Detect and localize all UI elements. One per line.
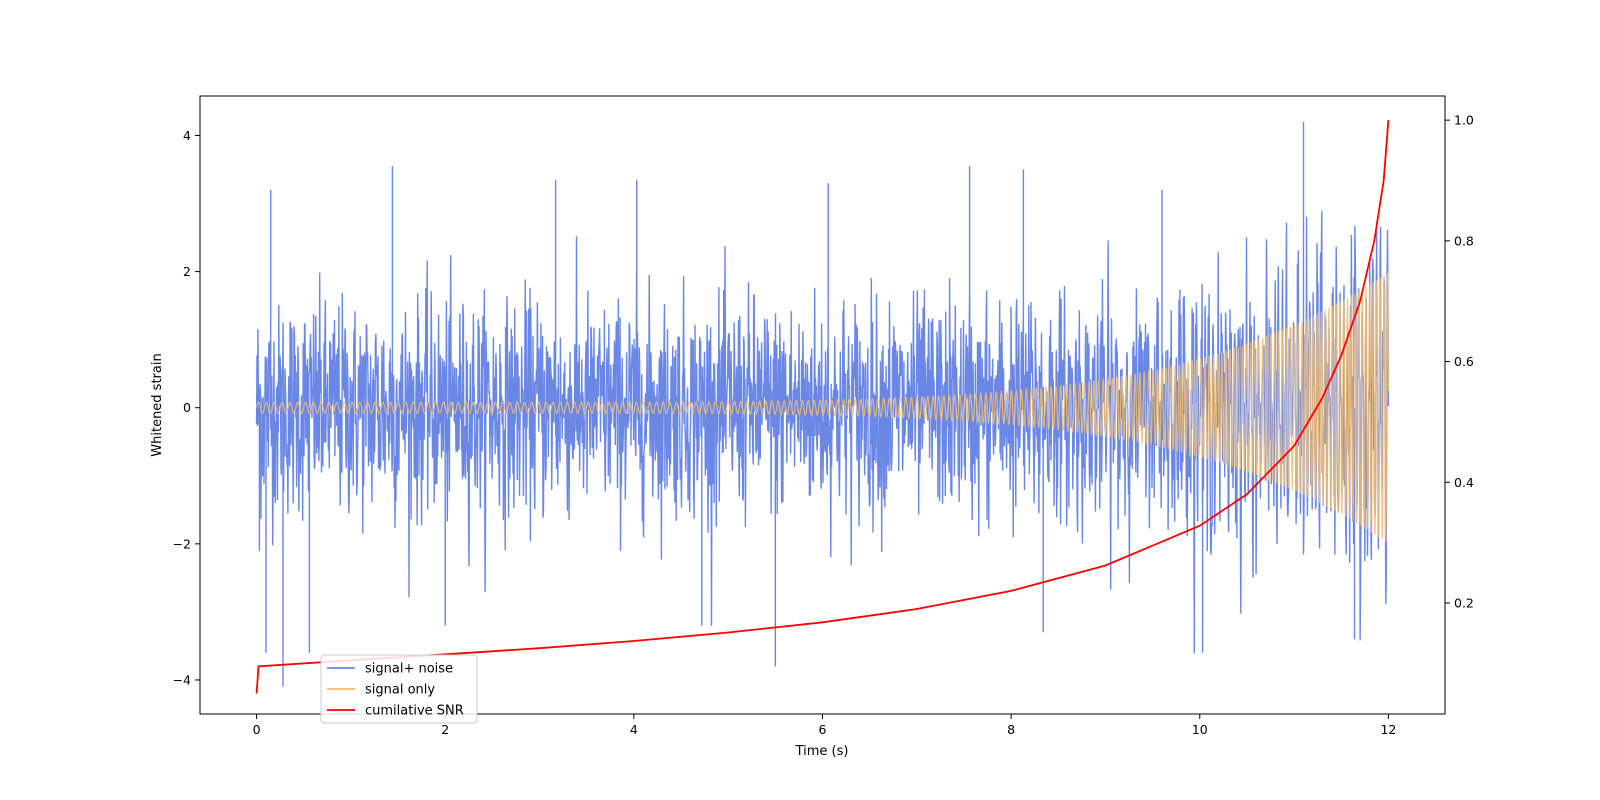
y-axis-label: Whitened strain xyxy=(150,353,165,456)
y2-tick-label: 1.0 xyxy=(1454,113,1474,128)
y-tick-label: −4 xyxy=(173,672,191,687)
legend: signal+ noise signal only cumilative SNR xyxy=(320,654,478,724)
y2-tick-label: 0.4 xyxy=(1454,475,1474,490)
y2-tick-label: 0.8 xyxy=(1454,233,1474,248)
series-line-cumulative-snr xyxy=(255,120,1390,694)
x-tick-label: 2 xyxy=(441,722,449,737)
x-tick-label: 4 xyxy=(630,722,638,737)
x-tick-label: 8 xyxy=(1007,722,1015,737)
axis-ticks: 0 2 4 6 8 10 12 −4 −2 0 2 4 0.2 0.4 0.6 0.8 1.0 xyxy=(173,113,1474,737)
plot-area xyxy=(255,120,1390,694)
x-tick-label: 0 xyxy=(253,722,261,737)
y-tick-label: −2 xyxy=(173,536,191,551)
y-tick-label: 0 xyxy=(183,400,191,415)
legend-label: signal+ noise xyxy=(365,662,453,677)
y2-tick-label: 0.2 xyxy=(1454,595,1474,610)
x-tick-label: 10 xyxy=(1192,722,1208,737)
x-tick-label: 6 xyxy=(819,722,827,737)
legend-box xyxy=(320,654,478,724)
series-line-signal-only xyxy=(256,273,1389,542)
y2-tick-label: 0.6 xyxy=(1454,354,1474,369)
legend-label: cumilative SNR xyxy=(365,704,464,719)
legend-label: signal only xyxy=(365,683,435,698)
y-tick-label: 2 xyxy=(183,264,191,279)
x-tick-label: 12 xyxy=(1380,722,1396,737)
x-axis-label: Time (s) xyxy=(795,744,849,759)
y-tick-label: 4 xyxy=(183,128,191,143)
